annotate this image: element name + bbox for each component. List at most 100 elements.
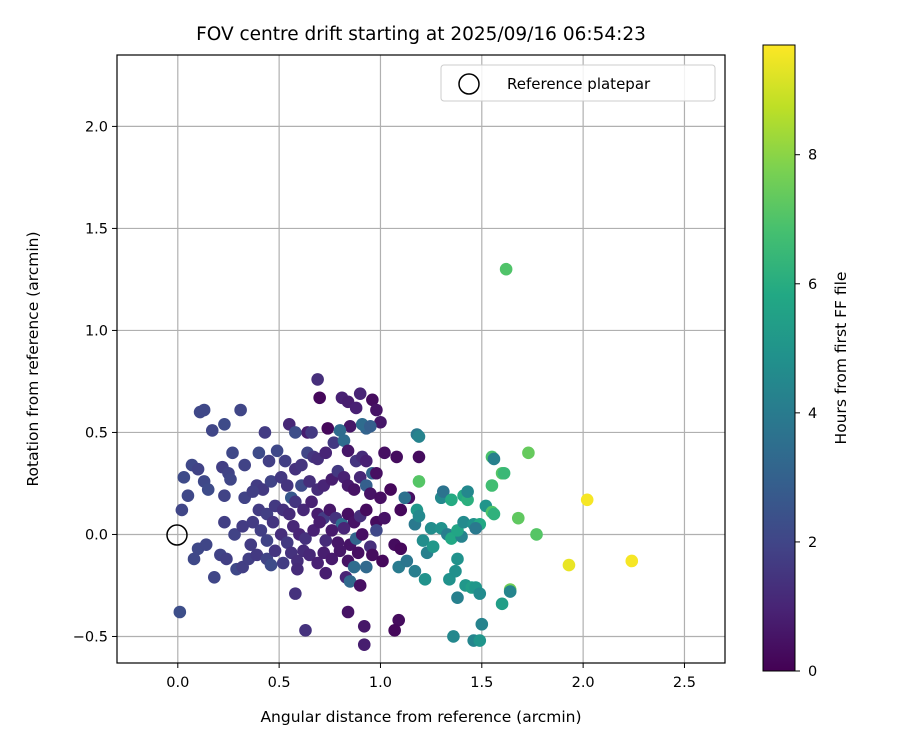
data-point bbox=[337, 522, 351, 535]
data-point bbox=[503, 585, 517, 598]
data-point bbox=[246, 515, 260, 529]
data-point bbox=[353, 579, 367, 592]
data-point bbox=[374, 415, 387, 429]
colorbar-label: Hours from first FF file bbox=[832, 272, 850, 445]
data-point bbox=[226, 446, 239, 460]
data-point bbox=[266, 515, 280, 529]
y-tick-label: 0.0 bbox=[85, 527, 108, 543]
data-point bbox=[191, 462, 205, 476]
data-point bbox=[305, 426, 318, 439]
data-point bbox=[473, 587, 487, 600]
data-point bbox=[355, 528, 369, 541]
data-point bbox=[341, 444, 355, 458]
data-point bbox=[303, 475, 316, 488]
data-point bbox=[357, 619, 371, 633]
data-point bbox=[205, 424, 219, 437]
data-point bbox=[445, 493, 458, 507]
data-point bbox=[378, 446, 391, 460]
data-point bbox=[412, 509, 426, 523]
colorbar-tick-label: 4 bbox=[808, 406, 817, 422]
data-point bbox=[473, 634, 487, 647]
data-point bbox=[254, 524, 268, 537]
y-axis-ticks: −0.5 0.0 0.5 1.0 1.5 2.0 bbox=[73, 119, 117, 645]
data-points bbox=[173, 262, 639, 651]
plot-frame bbox=[116, 54, 726, 664]
data-point bbox=[325, 524, 339, 537]
data-point bbox=[416, 534, 430, 547]
data-point bbox=[313, 515, 326, 529]
data-point bbox=[311, 373, 324, 386]
data-point bbox=[487, 507, 501, 521]
data-point bbox=[256, 483, 270, 496]
data-point bbox=[303, 548, 316, 562]
data-point bbox=[333, 544, 347, 558]
legend-marker-reference bbox=[458, 73, 480, 95]
data-point bbox=[522, 446, 535, 460]
data-point bbox=[412, 430, 426, 443]
data-point bbox=[299, 624, 312, 637]
data-point bbox=[252, 446, 266, 460]
data-point bbox=[349, 401, 363, 415]
data-point bbox=[461, 485, 474, 498]
data-point bbox=[487, 452, 501, 466]
colorbar: 0 2 4 6 8 Hours from first FF file bbox=[762, 44, 850, 680]
data-point bbox=[388, 624, 401, 637]
data-point bbox=[495, 597, 509, 611]
legend-entry-reference: Reference platepar bbox=[507, 75, 651, 93]
data-point bbox=[394, 503, 408, 517]
data-point bbox=[173, 605, 187, 619]
data-point bbox=[319, 534, 333, 547]
colorbar-gradient bbox=[762, 44, 796, 672]
data-point bbox=[220, 552, 233, 566]
data-point bbox=[451, 591, 464, 605]
data-point bbox=[418, 573, 432, 586]
data-point bbox=[258, 426, 272, 439]
data-point bbox=[291, 562, 304, 576]
data-point bbox=[187, 552, 201, 566]
legend: Reference platepar bbox=[440, 64, 716, 102]
x-tick-label: 1.5 bbox=[470, 675, 493, 691]
data-point bbox=[378, 511, 391, 525]
data-point bbox=[313, 391, 326, 405]
colorbar-ticks: 0 2 4 6 8 bbox=[795, 148, 817, 680]
data-point bbox=[580, 493, 594, 507]
data-point bbox=[390, 450, 403, 464]
data-point bbox=[289, 495, 302, 509]
data-point bbox=[376, 554, 389, 568]
data-point bbox=[357, 638, 371, 651]
data-point bbox=[228, 528, 241, 541]
data-point bbox=[264, 558, 278, 572]
data-point bbox=[327, 436, 341, 449]
data-point bbox=[289, 587, 302, 600]
data-point bbox=[207, 571, 221, 584]
data-point bbox=[311, 556, 324, 570]
data-point bbox=[384, 483, 397, 496]
data-point bbox=[398, 491, 412, 505]
data-point bbox=[374, 491, 387, 505]
colorbar-tick-label: 6 bbox=[808, 277, 817, 293]
grid bbox=[117, 55, 725, 663]
data-point bbox=[278, 454, 292, 468]
data-point bbox=[392, 613, 406, 627]
data-point bbox=[268, 544, 282, 558]
data-point bbox=[199, 538, 213, 551]
data-point bbox=[276, 556, 290, 570]
data-point bbox=[353, 387, 367, 400]
data-point bbox=[244, 538, 258, 551]
data-point bbox=[364, 487, 377, 500]
data-point bbox=[201, 483, 215, 496]
data-point bbox=[343, 420, 357, 433]
data-point bbox=[394, 542, 408, 556]
data-point bbox=[234, 403, 247, 417]
data-point bbox=[218, 417, 231, 431]
reference-platepar-marker bbox=[166, 524, 188, 546]
data-point bbox=[250, 548, 264, 562]
data-point bbox=[530, 528, 543, 541]
data-point bbox=[412, 475, 426, 488]
data-point bbox=[451, 552, 464, 566]
data-point bbox=[562, 558, 576, 572]
data-point bbox=[475, 617, 489, 631]
data-point bbox=[370, 466, 383, 480]
data-point bbox=[625, 554, 639, 568]
